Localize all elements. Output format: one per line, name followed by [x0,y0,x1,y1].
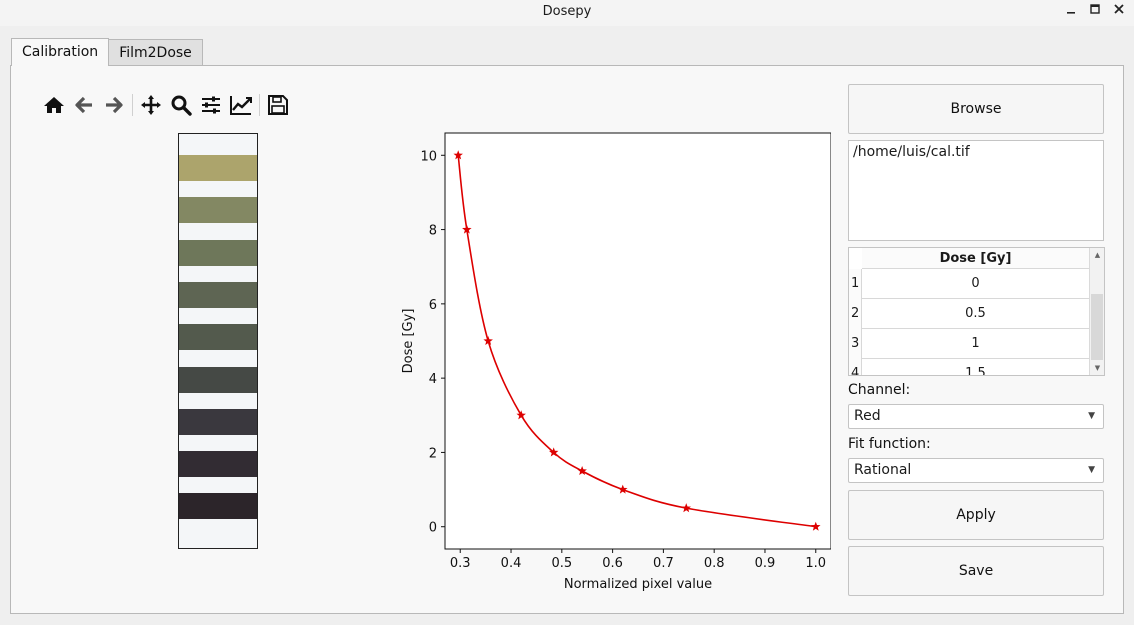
tab-bar: Calibration Film2Dose [11,38,203,66]
x-tick-label: 0.6 [602,556,623,571]
apply-button[interactable]: Apply [848,490,1104,540]
window-controls [1064,3,1126,19]
window-titlebar: Dosepy [0,0,1134,26]
table-row[interactable]: 3 1 [849,329,1089,359]
y-tick-label: 2 [429,446,437,461]
data-point-marker [548,447,559,457]
close-icon[interactable] [1112,3,1126,19]
plot-toolbar [39,92,293,118]
film-strip [179,324,257,351]
dose-table[interactable]: Dose [Gy] 1 0 2 0.5 3 1 4 1.5 ▲ ▼ [848,247,1105,376]
maximize-icon[interactable] [1088,3,1102,19]
fit-function-select[interactable]: Rational ▼ [848,458,1104,483]
scroll-up-icon[interactable]: ▲ [1094,251,1101,259]
calibration-plot: 0.3 0.4 0.5 0.6 0.7 0.8 0.9 1.0 0 2 4 6 8 10 Normali… [391,121,832,611]
table-row[interactable]: 4 1.5 [849,359,1089,376]
data-point-marker [577,466,587,476]
y-axis-label: Dose [Gy] [401,309,416,374]
y-tick-label: 10 [420,149,437,164]
x-tick-label: 0.5 [551,556,572,571]
data-point-marker [483,336,493,346]
table-row[interactable]: 1 0 [849,269,1089,299]
film-strip [179,281,257,308]
y-tick-label: 0 [429,521,437,536]
data-point-marker [453,150,463,160]
channel-value: Red [854,408,881,424]
configure-subplots-icon[interactable] [196,92,226,118]
table-header-dose[interactable]: Dose [Gy] [862,248,1089,269]
y-tick-label: 4 [429,372,437,387]
fit-function-value: Rational [854,462,912,478]
table-scrollbar[interactable]: ▲ ▼ [1089,248,1104,375]
x-tick-label: 0.9 [755,556,776,571]
x-tick-label: 0.7 [653,556,674,571]
back-icon[interactable] [69,92,99,118]
row-index: 4 [849,359,862,375]
film-strip [179,197,257,224]
row-index: 3 [849,329,862,359]
channel-label: Channel: [848,382,911,398]
dose-cell[interactable]: 1 [971,336,980,351]
chevron-down-icon: ▼ [1088,411,1095,421]
fit-function-label: Fit function: [848,436,931,452]
x-tick-label: 0.8 [704,556,725,571]
film-strip [179,493,257,520]
x-tick-label: 1.0 [805,556,826,571]
data-point-marker [618,484,628,494]
save-figure-icon[interactable] [263,92,293,118]
window-title: Dosepy [542,4,592,19]
browse-button[interactable]: Browse [848,84,1104,134]
save-button[interactable]: Save [848,546,1104,596]
x-tick-label: 0.4 [501,556,522,571]
film-strip [179,451,257,478]
film-strip [179,155,257,181]
scrollbar-thumb[interactable] [1091,294,1103,360]
data-point-marker [462,224,472,234]
film-strip [179,239,257,266]
edit-curves-icon[interactable] [226,92,256,118]
row-index: 2 [849,299,862,329]
plot-canvas: 0.3 0.4 0.5 0.6 0.7 0.8 0.9 1.0 0 2 4 6 8 10 Normali… [401,132,832,592]
y-tick-label: 8 [429,224,437,239]
table-row[interactable]: 2 0.5 [849,299,1089,329]
toolbar-separator [259,94,260,116]
chevron-down-icon: ▼ [1088,465,1095,475]
forward-icon[interactable] [99,92,129,118]
data-point-marker [516,410,526,420]
x-axis-label: Normalized pixel value [564,577,712,592]
minimize-icon[interactable] [1064,3,1078,19]
y-tick-label: 6 [429,298,437,313]
x-tick-label: 0.3 [450,556,471,571]
scroll-down-icon[interactable]: ▼ [1094,364,1101,372]
home-icon[interactable] [39,92,69,118]
pan-icon[interactable] [136,92,166,118]
tab-film2dose[interactable]: Film2Dose [108,39,203,66]
channel-select[interactable]: Red ▼ [848,404,1104,429]
dose-cell[interactable]: 0.5 [965,306,986,321]
tab-calibration[interactable]: Calibration [11,38,110,66]
dose-cell[interactable]: 1.5 [965,366,986,376]
dose-cell[interactable]: 0 [971,276,980,291]
file-path-textbox[interactable]: /home/luis/cal.tif [848,140,1104,241]
plot-axes-frame [444,132,832,550]
data-point-marker [811,521,821,531]
zoom-icon[interactable] [166,92,196,118]
film-strip [179,408,257,435]
calibration-panel: 0.3 0.4 0.5 0.6 0.7 0.8 0.9 1.0 0 2 4 6 8 10 Normali… [10,65,1124,614]
data-point-marker [681,503,692,513]
film-image [178,133,258,549]
toolbar-separator [132,94,133,116]
row-index: 1 [849,269,862,299]
film-strip [179,366,257,393]
